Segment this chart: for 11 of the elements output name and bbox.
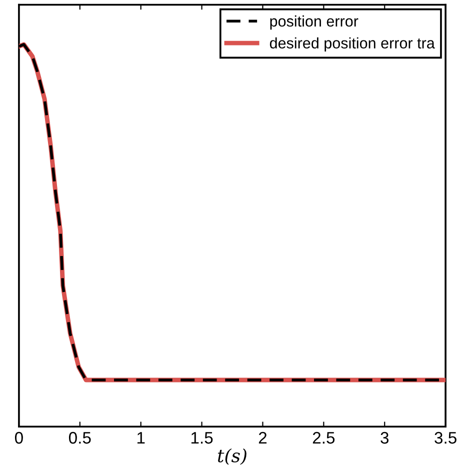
x-tick-label: 2 [258,432,267,444]
legend-label: position error [270,15,358,30]
x-tick-label: 3 [380,432,389,444]
x-tick-label: 3.5 [434,432,456,444]
x-tick-label: 0 [14,432,23,444]
x-tick-label: 2.5 [312,432,335,444]
x-tick-label: 1 [137,432,145,444]
legend-label: desired position error tra [270,37,435,52]
x-axis-title: t(s) [218,448,246,465]
x-tick-label: 1.5 [191,432,213,444]
x-tick-label: 0.5 [68,432,91,444]
